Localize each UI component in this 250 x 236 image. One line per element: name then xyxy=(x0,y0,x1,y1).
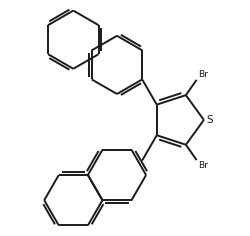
Text: Br: Br xyxy=(198,70,208,79)
Text: Br: Br xyxy=(198,161,208,170)
Text: S: S xyxy=(206,115,213,125)
